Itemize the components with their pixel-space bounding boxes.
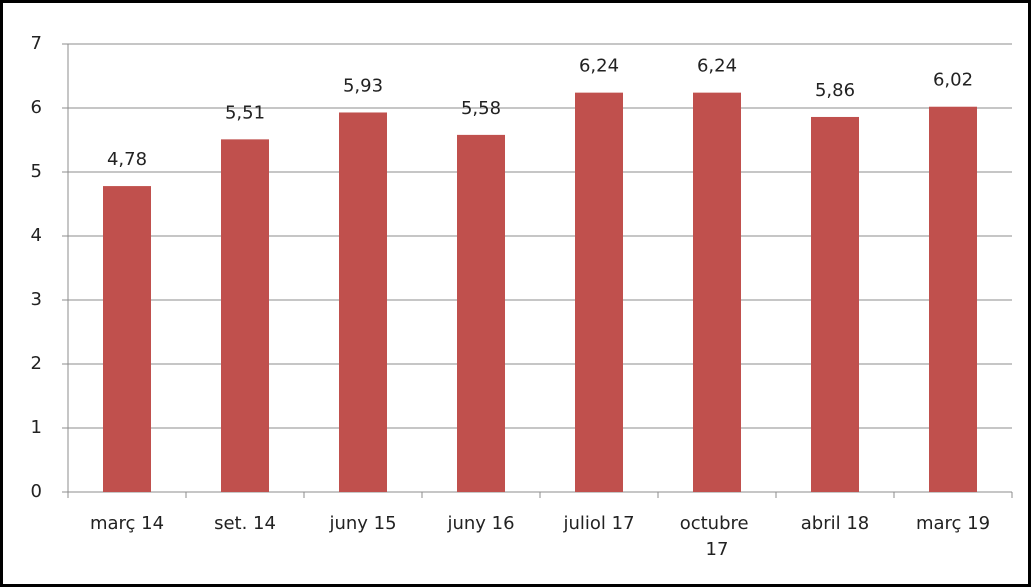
- data-label: 5,58: [461, 98, 501, 119]
- x-tick-label: set. 14: [214, 513, 276, 534]
- bar: [457, 134, 505, 492]
- x-tick-label: juny 16: [446, 513, 514, 534]
- data-label: 6,24: [697, 56, 737, 77]
- bar: [929, 106, 977, 492]
- bar: [575, 92, 623, 492]
- y-tick-label: 5: [31, 161, 42, 182]
- bar: [811, 116, 859, 493]
- bar: [339, 112, 387, 492]
- bar: [103, 186, 151, 492]
- data-label: 6,24: [579, 56, 619, 77]
- x-tick-label: octubre 17: [680, 513, 755, 560]
- y-tick-label: 3: [31, 289, 42, 310]
- x-tick-label: abril 18: [801, 513, 869, 534]
- y-tick-label: 4: [31, 225, 42, 246]
- y-tick-label: 0: [31, 481, 42, 502]
- y-tick-label: 6: [31, 97, 42, 118]
- data-label: 6,02: [933, 70, 973, 91]
- x-tick-label: juny 15: [328, 513, 396, 534]
- bar: [221, 139, 269, 493]
- x-tick-label: març 19: [916, 513, 990, 534]
- y-tick-label: 2: [31, 353, 42, 374]
- data-label: 5,86: [815, 80, 855, 101]
- x-tick-label: juliol 17: [562, 513, 634, 534]
- data-label: 5,51: [225, 102, 265, 123]
- data-label: 4,78: [107, 149, 147, 170]
- y-tick-label: 1: [31, 417, 42, 438]
- x-tick-label: març 14: [90, 513, 164, 534]
- bar: [693, 92, 741, 492]
- data-label: 5,93: [343, 75, 383, 96]
- y-tick-label: 7: [31, 33, 42, 54]
